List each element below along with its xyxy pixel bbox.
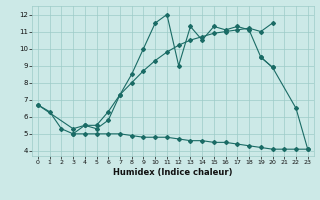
X-axis label: Humidex (Indice chaleur): Humidex (Indice chaleur) [113, 168, 233, 177]
